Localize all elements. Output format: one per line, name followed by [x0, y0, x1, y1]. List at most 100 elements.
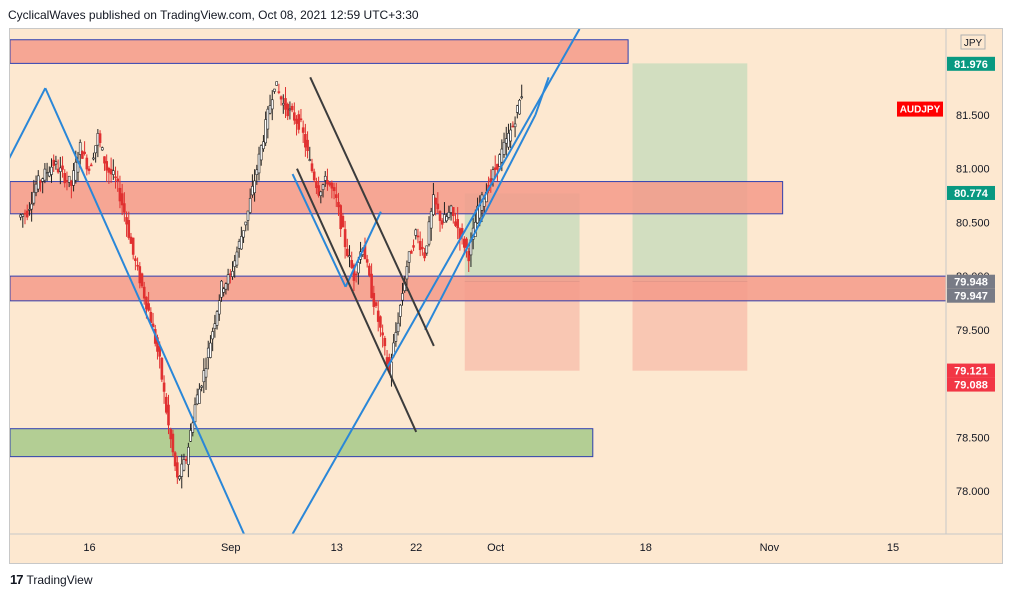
candle-body — [231, 270, 234, 277]
candle-body — [94, 145, 97, 154]
candle-body — [434, 197, 437, 205]
candle-body — [209, 342, 212, 358]
candle-body — [114, 176, 117, 179]
candle-body — [306, 139, 309, 152]
candle-body — [187, 446, 190, 465]
candle-body — [447, 212, 451, 218]
candle-body — [350, 260, 354, 268]
support-zone[interactable] — [10, 428, 594, 458]
candle-body — [304, 134, 307, 148]
candle-body — [438, 211, 442, 221]
candle-body — [32, 191, 36, 204]
trendline[interactable] — [291, 173, 347, 288]
candle-body — [407, 251, 411, 263]
candle-body — [87, 168, 91, 171]
trendline[interactable] — [291, 29, 581, 534]
candle-body — [191, 422, 195, 433]
candle-body — [515, 105, 519, 113]
candle-body — [169, 429, 173, 440]
candle-body — [288, 108, 292, 111]
candle-body — [171, 433, 175, 453]
candle-body — [299, 118, 303, 121]
candle-body — [312, 171, 316, 181]
candle-body — [372, 292, 376, 307]
candle-body — [498, 154, 501, 167]
trendline[interactable] — [44, 87, 245, 534]
currency-badge — [960, 34, 986, 50]
candle-body — [520, 96, 524, 99]
candle-body — [491, 169, 495, 180]
candle-body — [217, 300, 221, 315]
trendline[interactable] — [309, 76, 435, 347]
chart-panel[interactable]: 78.00078.50079.00079.50080.00080.50081.0… — [9, 28, 1003, 564]
candle-body — [401, 293, 404, 301]
zone-zone[interactable] — [10, 181, 784, 215]
candle-body — [451, 207, 455, 217]
candle-body — [123, 203, 126, 213]
price-marker — [947, 274, 995, 289]
candle-body — [242, 230, 245, 238]
candle-body — [454, 221, 457, 226]
candle-body — [310, 163, 314, 172]
resistance-zone[interactable] — [10, 39, 629, 64]
candle-body — [383, 338, 387, 347]
candle-body — [253, 180, 256, 194]
candle-body — [36, 175, 40, 190]
candle-body — [54, 161, 58, 165]
candle-body — [346, 248, 349, 256]
candle-body — [504, 138, 508, 144]
trendline[interactable] — [344, 211, 382, 288]
time-tick-label: 16 — [83, 542, 95, 554]
trendline[interactable] — [424, 114, 537, 331]
candle-body — [63, 173, 67, 184]
candle-body — [125, 217, 128, 225]
price-tick-label: 80.500 — [956, 217, 990, 229]
candle-body — [244, 221, 248, 226]
candle-body — [81, 151, 84, 159]
candle-body — [47, 171, 51, 177]
zone-zone[interactable] — [10, 275, 947, 302]
candle-body — [421, 246, 424, 250]
tradingview-logo-icon: 17 — [10, 572, 24, 587]
trendline[interactable] — [296, 168, 418, 433]
candle-body — [328, 182, 331, 186]
symbol-badge — [897, 101, 943, 117]
candle-body — [410, 250, 413, 254]
candle-body — [28, 209, 31, 211]
candle-body — [59, 167, 62, 172]
candle-body — [429, 211, 433, 229]
candle-body — [432, 194, 435, 215]
candle-body — [98, 133, 102, 144]
trendline[interactable] — [534, 77, 550, 116]
candle-body — [436, 203, 440, 210]
candle-body — [255, 169, 259, 175]
candle-body — [348, 255, 351, 258]
price-chart[interactable]: 78.00078.50079.00079.50080.00080.50081.0… — [10, 29, 1002, 563]
candle-body — [270, 99, 274, 110]
price-marker-label: 81.976 — [954, 59, 988, 71]
trendline[interactable] — [10, 87, 47, 174]
tradingview-brand-text: TradingView — [26, 572, 93, 587]
candle-body — [266, 108, 270, 130]
price-marker-label: 79.121 — [954, 366, 988, 378]
candle-body — [202, 370, 206, 383]
candle-body — [184, 458, 188, 462]
candle-body — [30, 203, 33, 210]
candle-body — [489, 178, 493, 182]
candle-body — [120, 193, 124, 206]
candle-body — [100, 147, 104, 151]
candle-body — [341, 215, 345, 228]
candle-body — [23, 212, 27, 215]
candle-body — [308, 159, 312, 161]
candle-body — [220, 280, 223, 298]
candle-body — [189, 430, 192, 442]
candle-body — [204, 368, 208, 378]
candle-body — [107, 168, 111, 173]
candle-body — [394, 332, 398, 342]
candle-body — [396, 322, 400, 332]
candle-body — [398, 304, 402, 317]
time-tick-label: 13 — [331, 542, 343, 554]
time-tick-label: Sep — [221, 542, 241, 554]
position-target-zone[interactable] — [632, 63, 748, 282]
candle-body — [19, 214, 22, 218]
